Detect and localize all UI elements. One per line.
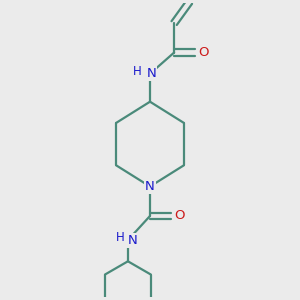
Text: O: O xyxy=(198,46,209,59)
Text: O: O xyxy=(174,209,185,223)
Text: N: N xyxy=(147,67,156,80)
Text: N: N xyxy=(145,180,155,193)
Text: H: H xyxy=(133,65,142,78)
Text: H: H xyxy=(116,231,124,244)
Text: N: N xyxy=(128,234,137,247)
